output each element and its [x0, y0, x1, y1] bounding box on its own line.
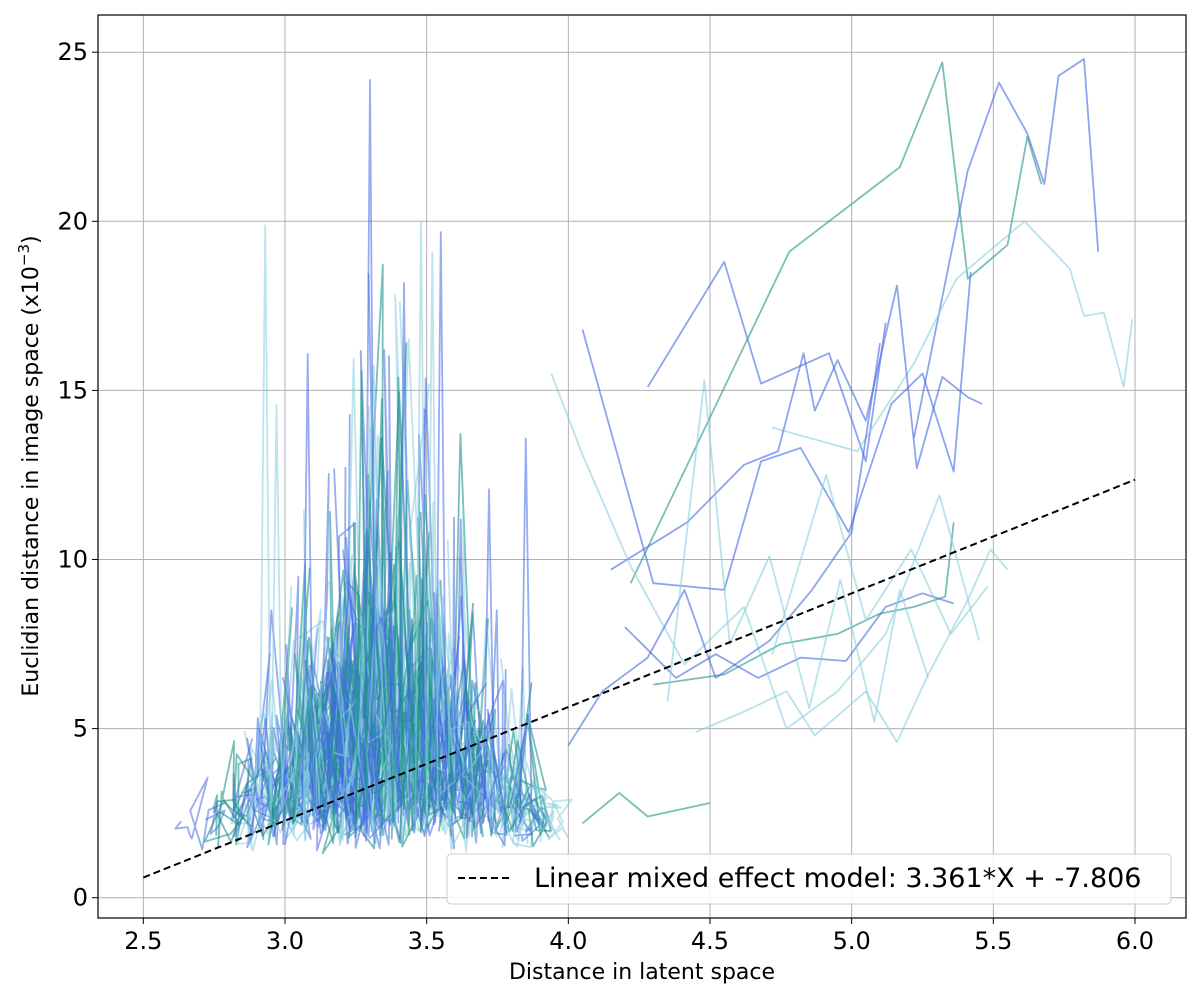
y-tick-label: 20	[57, 207, 88, 235]
x-tick-label: 5.5	[974, 927, 1012, 955]
y-tick-label: 0	[73, 884, 88, 912]
series-line	[646, 261, 887, 463]
series-line	[550, 373, 981, 730]
spike-trajectory-line	[482, 488, 496, 824]
fit-line	[142, 478, 1136, 879]
cluster-trajectory-line	[174, 776, 227, 851]
series-line	[581, 792, 711, 824]
x-tick-label: 4.5	[691, 927, 729, 955]
plot-frame	[97, 14, 1187, 919]
cluster-trajectory-line	[492, 740, 552, 833]
cluster-trajectory-line	[281, 585, 324, 831]
cluster-trajectory-line	[419, 658, 448, 832]
cluster-trajectory-line	[357, 617, 393, 787]
spike-trajectory-line	[519, 437, 533, 824]
y-tick-label: 5	[73, 715, 88, 743]
spike-trajectory-line	[434, 231, 448, 824]
series-line	[666, 379, 930, 723]
spike-trajectory-line	[391, 376, 405, 824]
x-tick-label: 5.0	[833, 927, 871, 955]
cluster-trajectory-line	[486, 609, 501, 813]
cluster-trajectory-line	[321, 668, 377, 795]
spike-trajectory-line	[269, 403, 284, 824]
cluster-trajectory-line	[339, 609, 387, 838]
cluster-trajectory-line	[205, 800, 226, 835]
spike-trajectory-line	[363, 79, 377, 824]
y-tick-label: 15	[57, 376, 88, 404]
series-lines	[174, 58, 1134, 855]
series-line	[581, 271, 972, 591]
cluster-trajectory-line	[433, 605, 481, 838]
spike-trajectory-line	[454, 518, 468, 824]
series-line	[771, 474, 989, 655]
cluster-trajectory-line	[535, 785, 573, 841]
legend: Linear mixed effect model: 3.361*X + -7.…	[446, 853, 1172, 905]
cluster-trajectory-line	[422, 719, 452, 837]
series-line	[567, 342, 881, 746]
spike-trajectory-line	[301, 353, 315, 824]
cluster-trajectory-line	[530, 780, 555, 832]
x-tick-label: 4.0	[549, 927, 587, 955]
spike-trajectory-line	[397, 282, 411, 824]
y-axis: 0 5 10 15 20 25	[57, 38, 98, 912]
legend-label: Linear mixed effect model: 3.361*X + -7.…	[534, 863, 1142, 894]
series-line	[913, 58, 1100, 438]
x-tick-label: 6.0	[1116, 927, 1154, 955]
cluster-trajectory-line	[308, 665, 338, 817]
cluster-trajectory-line	[483, 668, 508, 847]
legend-box	[446, 853, 1172, 905]
spike-trajectory-line	[258, 224, 272, 824]
cluster-trajectory-line	[262, 770, 288, 827]
spike-trajectory-line	[414, 221, 428, 824]
y-tick-label: 10	[57, 546, 88, 574]
y-axis-label: Euclidian distance in image space (x10−3…	[15, 235, 44, 696]
y-tick-label: 25	[57, 38, 88, 66]
x-tick-label: 2.5	[124, 927, 162, 955]
y-axis-label-exponent: −3	[15, 244, 33, 266]
series-line	[772, 220, 1134, 453]
x-tick-label: 3.5	[408, 927, 446, 955]
x-tick-label: 3.0	[266, 927, 304, 955]
spike-trajectory-line	[425, 251, 439, 824]
series-line	[610, 284, 983, 571]
cluster-trajectory-line	[203, 751, 268, 843]
cluster-trajectory-line	[509, 713, 545, 833]
x-axis-label: Distance in latent space	[509, 960, 775, 985]
cluster-trajectory-line	[449, 720, 485, 833]
series-line	[695, 548, 1009, 743]
series-line	[624, 592, 954, 679]
spike-trajectory-line	[354, 370, 369, 824]
series-line	[629, 61, 1043, 584]
cluster-trajectory-line	[328, 581, 371, 797]
cluster-trajectory-line	[291, 636, 333, 825]
y-axis-label-suffix: )	[19, 235, 44, 244]
x-axis: 2.5 3.0 3.5 4.0 4.5 5.0 5.5 6.0	[124, 918, 1154, 955]
y-axis-label-main: Euclidian distance in image space (x10	[19, 266, 44, 697]
